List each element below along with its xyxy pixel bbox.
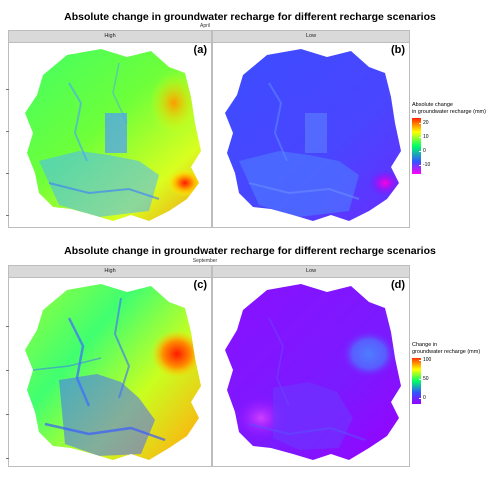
- map-april-high: [25, 49, 201, 221]
- legend2-title-line2: groundwater recharge (mm): [412, 349, 481, 355]
- panel-d-strip: Low: [213, 266, 409, 278]
- legend1-title-line2: in groundwater recharge (mm): [412, 109, 486, 115]
- y-axis-tick: [6, 414, 9, 415]
- figure2-title: Absolute change in groundwater recharge …: [64, 245, 436, 257]
- y-axis-tick: [6, 131, 9, 132]
- legend2-tick-mark: [419, 360, 421, 361]
- panel-b-strip: Low: [213, 31, 409, 43]
- panel-c: High (c): [6, 265, 212, 467]
- legend2-tick-mark: [419, 398, 421, 399]
- legend1-tick-label: -10: [423, 162, 431, 168]
- legend2-colorbar: [412, 358, 421, 404]
- panel-c-strip: High: [9, 266, 211, 278]
- panel-b: Low (b): [212, 30, 410, 228]
- legend2-tick-label: 100: [423, 357, 432, 363]
- legend1-tick-mark: [419, 137, 421, 138]
- y-axis-tick: [6, 215, 9, 216]
- y-axis-tick: [6, 370, 9, 371]
- legend2-title-line1: Change in: [412, 342, 438, 348]
- map-september-low: [225, 284, 401, 460]
- panel-d: Low (d): [212, 265, 410, 467]
- legend1-tick-mark: [419, 165, 421, 166]
- y-axis-tick: [6, 173, 9, 174]
- legend2-tick-mark: [419, 379, 421, 380]
- map-april-low: [225, 49, 401, 221]
- legend1-title-line1: Absolute change: [412, 102, 453, 108]
- panel-a-strip: High: [9, 31, 211, 43]
- legend1-tick-mark: [419, 123, 421, 124]
- y-axis-tick: [6, 326, 9, 327]
- legend1-tick-label: 10: [423, 134, 429, 140]
- legend1-tick-label: 0: [423, 148, 426, 154]
- map-september-high: [25, 284, 201, 460]
- figure1-subtitle: April: [199, 23, 210, 29]
- panel-a-letter: (a): [193, 44, 207, 56]
- legend1-tick-label: 20: [423, 120, 429, 126]
- legend2-tick-label: 50: [423, 376, 429, 382]
- legend1-tick-mark: [419, 151, 421, 152]
- panel-d-letter: (d): [390, 279, 405, 291]
- figure2-subtitle: September: [192, 258, 218, 264]
- figure1-title: Absolute change in groundwater recharge …: [64, 11, 436, 23]
- legend1-colorbar: [412, 118, 421, 174]
- y-axis-tick: [6, 458, 9, 459]
- panel-a: High (a): [6, 30, 212, 228]
- legend2-tick-label: 0: [423, 395, 426, 401]
- panel-b-letter: (b): [390, 44, 405, 56]
- y-axis-tick: [6, 89, 9, 90]
- panel-c-letter: (c): [193, 279, 207, 291]
